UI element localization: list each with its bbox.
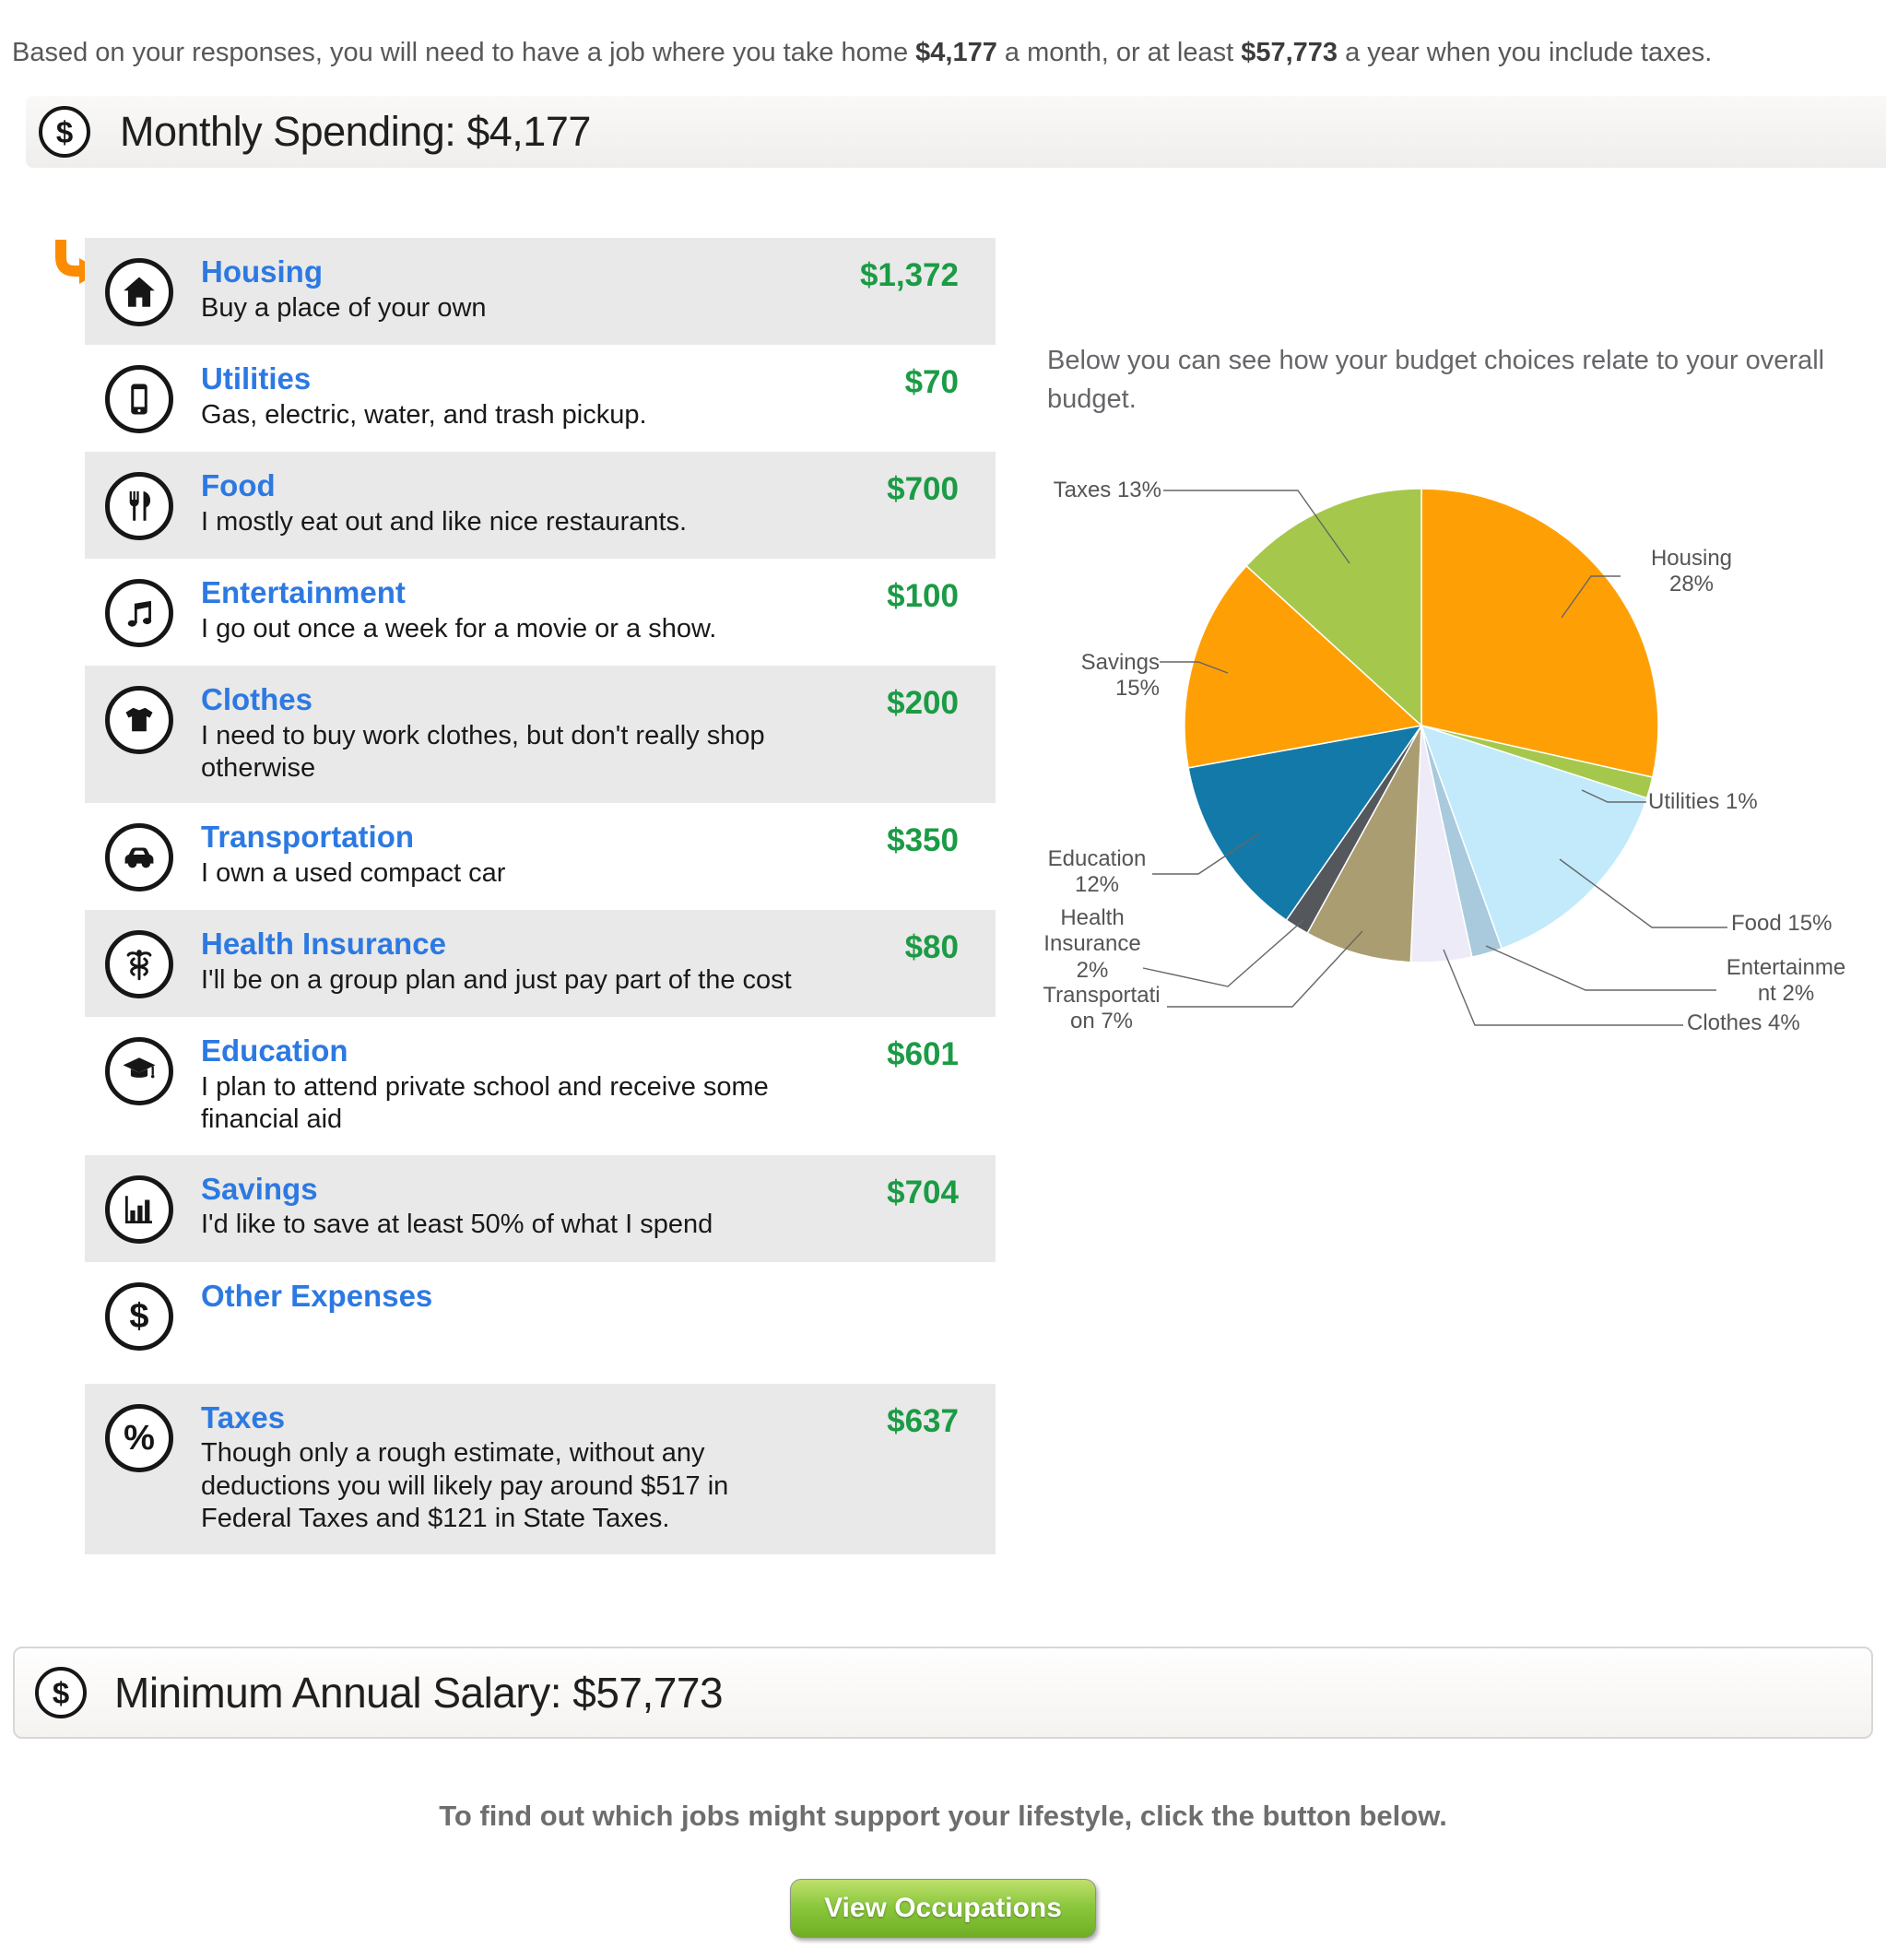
pie-label-transportation: Transportati on 7%: [1043, 983, 1161, 1034]
spending-row: Savings I'd like to save at least 50% of …: [85, 1154, 996, 1262]
category-amount: $350: [887, 822, 959, 859]
category-amount: $80: [904, 929, 959, 966]
gradcap-icon: [105, 1037, 173, 1106]
category-description: Though only a rough estimate, without an…: [201, 1438, 729, 1534]
barchart-icon: [105, 1175, 173, 1244]
monthly-spending-title: Monthly Spending: $4,177: [120, 108, 591, 155]
spending-row: % Taxes Though only a rough estimate, with…: [85, 1383, 996, 1554]
dollar-icon: $: [105, 1281, 173, 1351]
category-description: I'd like to save at least 50% of what I …: [201, 1210, 713, 1240]
category-link[interactable]: Transportation: [201, 820, 415, 855]
spending-row: Utilities Gas, electric, water, and trash…: [85, 345, 996, 452]
view-occupations-button[interactable]: View Occupations: [790, 1879, 1096, 1938]
intro-text: a year when you include taxes.: [1338, 38, 1713, 67]
music-icon: [105, 579, 173, 647]
pie-slice-savings: [1184, 564, 1423, 769]
pie-label-utilities: Utilities 1%: [1648, 789, 1758, 814]
category-description: I need to buy work clothes, but don't re…: [201, 720, 765, 784]
minimum-salary-title: Minimum Annual Salary: $57,773: [114, 1669, 724, 1717]
pie-label-education: Education 12%: [1047, 846, 1147, 898]
intro-text: Based on your responses, you will need t…: [12, 38, 916, 67]
spending-row: Transportation I own a used compact car $3…: [85, 803, 996, 910]
category-link[interactable]: Health Insurance: [201, 927, 446, 962]
dollar-icon: $: [39, 106, 90, 158]
spending-row: Housing Buy a place of your own $1,372: [85, 238, 996, 345]
pie-label-food: Food 15%: [1731, 911, 1833, 936]
category-amount: $1,372: [859, 257, 959, 293]
pie-label-health-insurance: Health Insurance 2%: [1043, 905, 1141, 983]
pie-label-taxes: Taxes 13%: [1053, 478, 1161, 502]
pie-label-savings: Savings 15%: [1080, 650, 1160, 702]
pie-label-clothes: Clothes 4%: [1687, 1010, 1800, 1035]
category-description: Gas, electric, water, and trash pickup.: [201, 399, 647, 430]
category-description: I own a used compact car: [201, 858, 506, 889]
category-link[interactable]: Entertainment: [201, 575, 406, 609]
budget-pie-chart: [1184, 488, 1659, 963]
category-link[interactable]: Food: [201, 468, 276, 502]
category-amount: $704: [887, 1174, 959, 1210]
category-amount: $700: [887, 471, 959, 507]
category-amount: $200: [887, 685, 959, 721]
category-link[interactable]: Utilities: [201, 361, 312, 396]
dollar-icon: $: [35, 1667, 87, 1718]
chart-subtitle: Below you can see how your budget choice…: [1047, 346, 1825, 415]
category-description: Buy a place of your own: [201, 292, 487, 323]
category-amount: $70: [904, 364, 959, 400]
intro-monthly-amount: $4,177: [915, 38, 997, 67]
utensils-icon: [105, 472, 173, 540]
pie-label-entertainment: Entertainme nt 2%: [1726, 955, 1846, 1007]
caduceus-icon: [105, 930, 173, 999]
spending-row: Entertainment I go out once a week for a …: [85, 559, 996, 666]
category-amount: $601: [887, 1036, 959, 1073]
intro-paragraph: Based on your responses, you will need t…: [12, 32, 1865, 75]
pie-label-housing: Housing 28%: [1650, 546, 1733, 597]
house-icon: [105, 258, 173, 326]
car-icon: [105, 823, 173, 892]
spending-row: Food I mostly eat out and like nice resta…: [85, 452, 996, 559]
tshirt-icon: [105, 686, 173, 754]
spending-row: Clothes I need to buy work clothes, but d…: [85, 666, 996, 804]
spending-row: Health Insurance I'll be on a group plan …: [85, 910, 996, 1018]
category-description: I mostly eat out and like nice restauran…: [201, 506, 688, 537]
category-amount: $100: [887, 578, 959, 614]
budget-chart-area: Below you can see how your budget choice…: [1014, 332, 1886, 1217]
category-link[interactable]: Savings: [201, 1171, 318, 1206]
phone-icon: [105, 365, 173, 433]
category-link[interactable]: Other Expenses: [201, 1278, 433, 1313]
category-description: I plan to attend private school and rece…: [201, 1072, 769, 1135]
category-link[interactable]: Clothes: [201, 682, 313, 716]
category-link[interactable]: Housing: [201, 254, 323, 289]
intro-annual-amount: $57,773: [1241, 38, 1338, 67]
minimum-salary-box: $ Minimum Annual Salary: $57,773: [13, 1647, 1873, 1739]
intro-text: a month, or at least: [996, 38, 1242, 67]
category-link[interactable]: Taxes: [201, 1399, 286, 1435]
category-description: I go out once a week for a movie or a sh…: [201, 613, 717, 643]
monthly-spending-header: $ Monthly Spending: $4,177: [26, 96, 1886, 168]
percent-icon: %: [105, 1403, 173, 1472]
spending-row: $ Other Expenses: [85, 1262, 996, 1384]
spending-row: Education I plan to attend private school…: [85, 1017, 996, 1154]
category-link[interactable]: Education: [201, 1033, 348, 1069]
category-amount: $637: [887, 1402, 959, 1439]
spending-list: Housing Buy a place of your own $1,372 Util…: [85, 238, 996, 1554]
category-description: I'll be on a group plan and just pay par…: [201, 965, 792, 996]
footer-instruction: To find out which jobs might support you…: [439, 1800, 1447, 1832]
